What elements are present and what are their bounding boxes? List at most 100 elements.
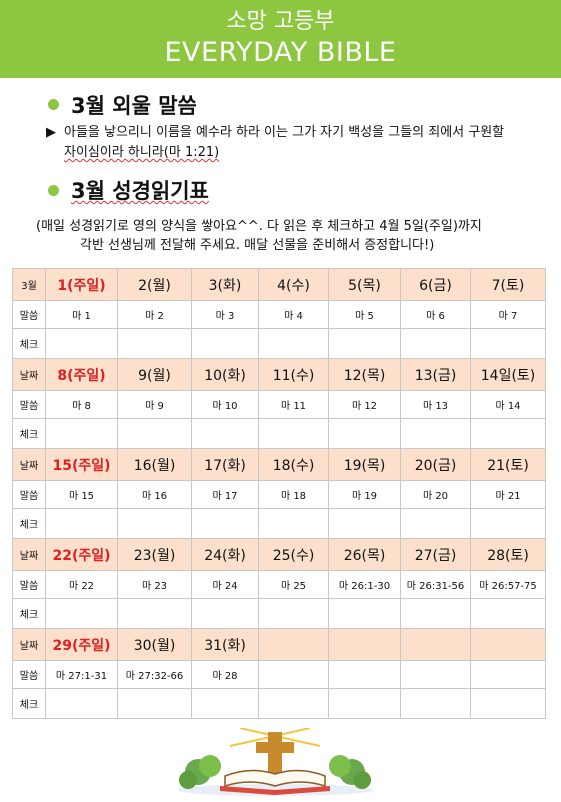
verse-cell: 마 9 [117,390,192,419]
header-title: 소망 고등부 [226,9,335,34]
verse-cell: 마 23 [117,570,192,599]
verse-row-label: 말씀 [12,570,46,599]
verse-cell: 마 20 [400,480,471,509]
check-cell[interactable] [400,418,471,449]
check-cell[interactable] [258,418,329,449]
check-cell[interactable] [400,688,471,719]
check-cell[interactable] [400,598,471,629]
check-cell[interactable] [45,508,118,539]
check-cell[interactable] [45,328,118,359]
check-cell[interactable] [117,508,192,539]
check-row: 체크 [12,328,546,359]
check-cell[interactable] [117,418,192,449]
date-cell: 17(화) [191,448,259,481]
date-cell [328,628,401,661]
verse-cell: 마 3 [191,300,259,329]
verse-cell: 마 8 [45,390,118,419]
verse-row-label: 말씀 [12,480,46,509]
check-cell[interactable] [470,508,546,539]
check-cell[interactable] [328,418,401,449]
date-cell [400,628,471,661]
date-cell: 1(주일) [45,268,118,301]
date-cell: 15(주일) [45,448,118,481]
check-cell[interactable] [328,688,401,719]
verse-cell: 마 12 [328,390,401,419]
verse-row: 말씀 마 27:1-31 마 27:32-66 마 28 [12,660,546,689]
date-cell: 24(화) [191,538,259,571]
check-row: 체크 [12,688,546,719]
check-cell[interactable] [191,688,259,719]
date-row-label: 날짜 [12,448,46,481]
verse-cell: 마 24 [191,570,259,599]
verse-cell: 마 16 [117,480,192,509]
check-row-label: 체크 [12,418,46,449]
verse-cell: 마 2 [117,300,192,329]
date-cell: 27(금) [400,538,471,571]
verse-cell [470,660,546,689]
date-row: 날짜 29(주일) 30(월) 31(화) [12,628,546,661]
verse-cell: 마 25 [258,570,329,599]
date-cell: 31(화) [191,628,259,661]
date-row: 날짜 8(주일) 9(월) 10(화) 11(수) 12(목) 13(금) 14일(토) [12,358,546,391]
check-cell[interactable] [117,688,192,719]
triangle-bullet-icon: ▶ [46,125,56,140]
check-cell[interactable] [191,508,259,539]
plan-note-line-2: 각반 선생님께 전달해 주세요. 매달 선물을 준비해서 증정합니다!) [80,238,435,253]
check-row-label: 체크 [12,508,46,539]
check-cell[interactable] [117,328,192,359]
date-row-label: 날짜 [12,538,46,571]
check-cell[interactable] [400,508,471,539]
date-cell: 25(수) [258,538,329,571]
verse-cell: 마 22 [45,570,118,599]
date-cell: 2(월) [117,268,192,301]
verse-line-1: 아들을 낳으리니 이름을 예수라 하라 이는 그가 자기 백성을 그들의 죄에서… [64,125,505,140]
verse-cell: 마 26:57-75 [470,570,546,599]
date-cell: 8(주일) [45,358,118,391]
date-cell: 7(토) [470,268,546,301]
verse-cell [328,660,401,689]
check-cell[interactable] [45,598,118,629]
check-cell[interactable] [328,328,401,359]
date-cell: 26(목) [328,538,401,571]
check-cell[interactable] [258,688,329,719]
date-cell: 11(수) [258,358,329,391]
check-cell[interactable] [470,418,546,449]
verse-cell: 마 14 [470,390,546,419]
check-cell[interactable] [191,328,259,359]
check-cell[interactable] [470,688,546,719]
check-cell[interactable] [470,328,546,359]
verse-cell: 마 11 [258,390,329,419]
date-cell: 21(토) [470,448,546,481]
check-cell[interactable] [45,688,118,719]
check-cell[interactable] [191,418,259,449]
check-cell[interactable] [258,328,329,359]
check-cell[interactable] [258,508,329,539]
verse-cell [400,660,471,689]
check-row: 체크 [12,598,546,629]
date-row: 날짜 22(주일) 23(월) 24(화) 25(수) 26(목) 27(금) 28(토) [12,538,546,571]
date-cell: 23(월) [117,538,192,571]
verse-cell: 마 15 [45,480,118,509]
check-cell[interactable] [400,328,471,359]
section-bullet-icon [48,99,59,110]
check-cell[interactable] [191,598,259,629]
verse-cell: 마 27:32-66 [117,660,192,689]
verse-cell: 마 6 [400,300,471,329]
verse-row-label: 말씀 [12,300,46,329]
verse-cell: 마 5 [328,300,401,329]
date-cell: 9(월) [117,358,192,391]
check-cell[interactable] [258,598,329,629]
verse-cell: 마 4 [258,300,329,329]
check-cell[interactable] [328,598,401,629]
check-cell[interactable] [45,418,118,449]
date-cell: 10(화) [191,358,259,391]
verse-cell: 마 28 [191,660,259,689]
verse-cell: 마 21 [470,480,546,509]
check-cell[interactable] [470,598,546,629]
verse-cell: 마 7 [470,300,546,329]
check-cell[interactable] [328,508,401,539]
verse-cell: 마 27:1-31 [45,660,118,689]
header-subtitle: EVERYDAY BIBLE [164,37,397,68]
check-cell[interactable] [117,598,192,629]
